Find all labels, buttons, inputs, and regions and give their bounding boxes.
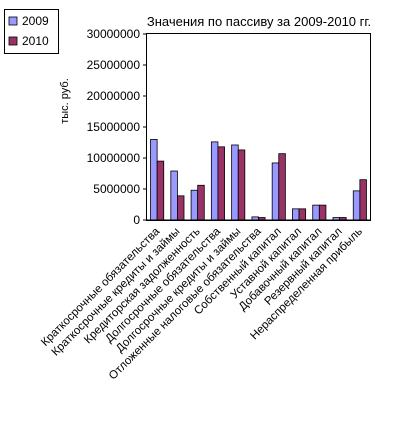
y-tick-label: 25000000	[87, 58, 141, 72]
bar-2010-4	[217, 146, 225, 221]
y-tick-label: 20000000	[87, 89, 141, 103]
bar-2009-1	[150, 138, 158, 221]
bar-2010-3	[197, 184, 205, 221]
bar-2009-7	[271, 162, 280, 221]
bar-2009-11	[352, 190, 361, 221]
bar-2009-3	[190, 189, 199, 221]
bar-2010-5	[237, 149, 246, 221]
y-tick-label: 15000000	[87, 120, 141, 134]
chart-title: Значения по пассиву за 2009-2010 гг.	[147, 14, 371, 29]
bar-2010-1	[156, 160, 165, 221]
bars	[147, 138, 370, 221]
y-tick-label: 30000000	[87, 27, 141, 41]
bar-2009-9	[312, 204, 320, 221]
bar-2010-11	[359, 179, 367, 221]
legend: 2009 2010	[4, 9, 59, 54]
bar-2009-8	[292, 208, 300, 221]
x-axis: Краткосрочные обязательстваКраткосрочные…	[39, 225, 365, 382]
bar-2010-9	[318, 204, 327, 221]
bar-2009-4	[210, 141, 219, 221]
legend-swatch-2009	[8, 16, 18, 26]
bar-2009-5	[231, 144, 239, 221]
legend-swatch-2010	[8, 36, 18, 46]
legend-label-2009: 2009	[22, 14, 49, 28]
y-tick-label: 10000000	[87, 151, 141, 165]
y-axis-label: тыс. руб.	[59, 78, 71, 124]
bar-2009-2	[170, 170, 178, 221]
y-axis: 0 5000000 10000000 15000000 20000000 25000000…	[87, 27, 147, 227]
bar-2010-7	[278, 153, 286, 221]
y-tick-label: 5000000	[93, 182, 140, 196]
y-tick-label: 0	[133, 213, 140, 227]
legend-label-2010: 2010	[22, 34, 49, 48]
bar-2010-8	[298, 208, 307, 221]
plot-area	[146, 33, 371, 221]
bar-2010-2	[177, 195, 185, 221]
